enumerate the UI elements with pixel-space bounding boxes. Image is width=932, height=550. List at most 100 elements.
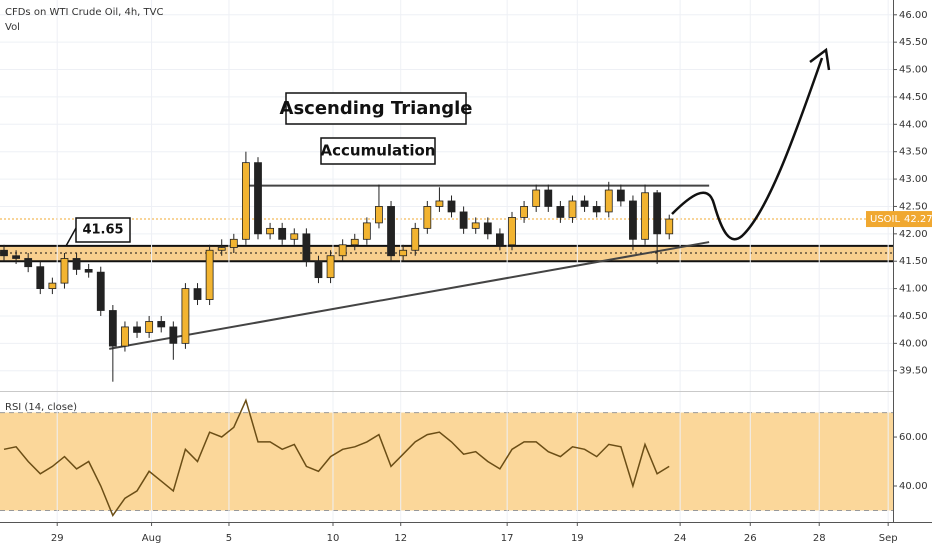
candle-body bbox=[375, 206, 383, 224]
candle-body bbox=[181, 288, 190, 344]
candle-body bbox=[169, 326, 178, 344]
candle-body bbox=[157, 321, 166, 328]
x-tick-label: 29 bbox=[51, 533, 64, 544]
projection-arrowhead bbox=[809, 47, 831, 71]
candle-body bbox=[36, 266, 45, 289]
candle-body bbox=[580, 200, 589, 207]
last-price-box bbox=[866, 211, 932, 228]
candle-body bbox=[338, 244, 347, 257]
y-tick-label: 41.50 bbox=[899, 256, 928, 267]
candle-body bbox=[72, 258, 81, 270]
y-tick-label: 42.50 bbox=[899, 201, 928, 212]
y-tick-label: 43.50 bbox=[899, 147, 928, 158]
candle-body bbox=[145, 321, 154, 333]
y-tick-label: 43.00 bbox=[899, 174, 928, 185]
candle-body bbox=[568, 200, 577, 218]
candle-body bbox=[592, 206, 601, 213]
callout-box bbox=[75, 217, 131, 243]
candle-body bbox=[266, 227, 274, 235]
candle-body bbox=[193, 288, 202, 300]
rsi-line bbox=[3, 398, 670, 517]
y-tick-label: 41.00 bbox=[899, 284, 928, 295]
backgrounds bbox=[0, 0, 893, 522]
y-tick-label: 40.50 bbox=[899, 311, 928, 322]
candle-body bbox=[362, 222, 371, 240]
candle-body bbox=[387, 206, 395, 257]
candle-body bbox=[435, 200, 444, 207]
candle-body bbox=[24, 258, 33, 268]
candle-body bbox=[399, 249, 408, 257]
candle-body bbox=[229, 238, 238, 248]
callout-pointer bbox=[65, 227, 77, 247]
chart-title: CFDs on WTI Crude Oil, 4h, TVC bbox=[5, 7, 163, 18]
candle-body bbox=[314, 260, 323, 279]
y-tick-label: 46.00 bbox=[899, 10, 928, 21]
support-zone bbox=[0, 245, 893, 262]
symbol-label: USOIL bbox=[870, 214, 900, 225]
candle-body bbox=[629, 200, 637, 240]
candle-body bbox=[471, 222, 480, 229]
rsi-title: RSI (14, close) bbox=[5, 402, 77, 413]
y-tick-label: 40.00 bbox=[899, 338, 928, 349]
y-tick-label: 44.50 bbox=[899, 92, 928, 103]
candle-body bbox=[423, 206, 432, 229]
candle-body bbox=[48, 282, 57, 289]
candle-body bbox=[133, 326, 141, 333]
annotation-box bbox=[320, 137, 436, 165]
x-tick-label: 12 bbox=[394, 533, 407, 544]
annotation: Accumulation bbox=[321, 142, 436, 160]
candle-body bbox=[302, 233, 311, 262]
candle-body bbox=[459, 211, 468, 229]
y-tick-label: 45.50 bbox=[899, 37, 928, 48]
y-tick-label: 39.50 bbox=[899, 366, 928, 377]
x-tick-label: Aug bbox=[142, 533, 162, 544]
annotation-box bbox=[285, 92, 467, 125]
candle-body bbox=[411, 227, 420, 251]
candle-body bbox=[496, 233, 504, 246]
callout-label: 41.65 bbox=[82, 223, 123, 238]
candle-body bbox=[665, 218, 674, 235]
x-tick-label: Sep bbox=[879, 533, 898, 544]
candle-body bbox=[556, 206, 565, 218]
candle-body bbox=[121, 326, 129, 347]
y-tick-label: 60.00 bbox=[899, 432, 928, 443]
last-price-label: 42.27 bbox=[904, 214, 932, 225]
candle-body bbox=[60, 258, 69, 284]
candle-body bbox=[290, 233, 299, 240]
x-tick-label: 19 bbox=[571, 533, 584, 544]
volume-label: Vol bbox=[5, 22, 20, 33]
x-tick-label: 10 bbox=[327, 533, 340, 544]
candle-body bbox=[217, 247, 226, 251]
candle-body bbox=[0, 249, 8, 257]
candle-body bbox=[653, 192, 662, 235]
x-tick-label: 26 bbox=[744, 533, 757, 544]
candle-body bbox=[604, 189, 613, 213]
candle-body bbox=[350, 238, 359, 246]
x-tick-label: 28 bbox=[813, 533, 826, 544]
marks bbox=[0, 151, 710, 517]
candle-body bbox=[278, 227, 287, 240]
annotation: Ascending Triangle bbox=[280, 98, 473, 119]
candle-body bbox=[483, 222, 492, 235]
candle-body bbox=[254, 162, 262, 235]
x-tick-label: 17 bbox=[501, 533, 514, 544]
rsi-band bbox=[0, 412, 893, 511]
candle-body bbox=[544, 189, 553, 207]
candle-body bbox=[532, 189, 541, 207]
candle-body bbox=[508, 217, 516, 246]
candle-body bbox=[616, 189, 625, 202]
candle-body bbox=[326, 255, 335, 279]
y-tick-label: 45.00 bbox=[899, 65, 928, 76]
x-tick-label: 5 bbox=[226, 533, 232, 544]
candle-body bbox=[96, 271, 105, 311]
trend-line bbox=[109, 241, 710, 350]
candle-body bbox=[641, 192, 649, 240]
candle-body bbox=[241, 162, 250, 240]
y-tick-label: 44.00 bbox=[899, 119, 928, 130]
candle-body bbox=[447, 200, 456, 213]
candle-body bbox=[205, 249, 214, 300]
candle-body bbox=[84, 269, 93, 273]
candle-body bbox=[12, 255, 20, 259]
candle-body bbox=[520, 206, 528, 218]
